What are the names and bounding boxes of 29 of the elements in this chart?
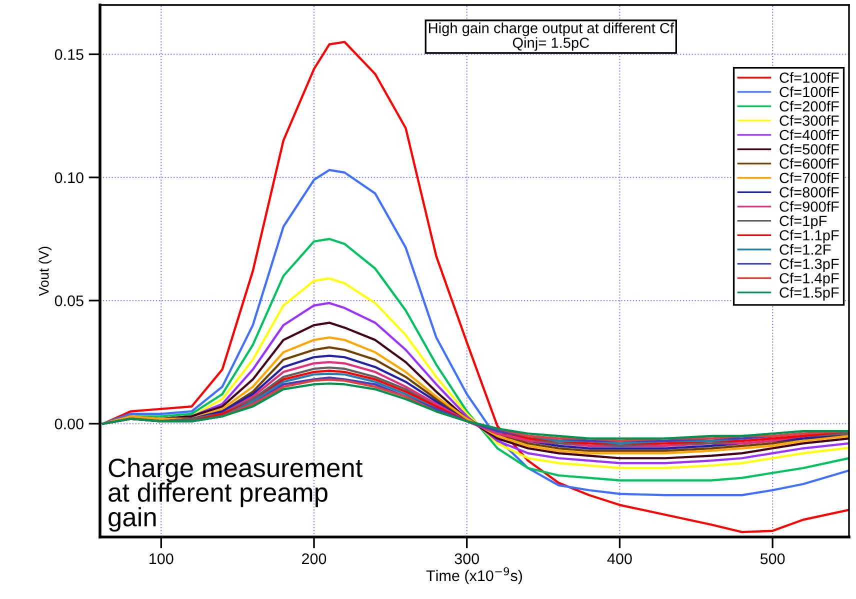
legend-label: Cf=900fF — [780, 201, 839, 212]
legend-label: Cf=600fF — [780, 158, 839, 169]
y-tick-label: 0.10 — [54, 172, 84, 184]
x-tick-label: 500 — [760, 553, 785, 564]
legend-label: Cf=1.5pF — [780, 287, 839, 301]
legend-label: Cf=1.1pF — [780, 230, 839, 244]
legend-label: Cf=100fF — [780, 86, 839, 98]
text: High gain charge output at different Cf Qinj= 1.5pC — [429, 22, 674, 51]
legend-label: Cf=300fF — [780, 115, 839, 126]
x-axis-title: Time (x10$^{−9}$s) — [426, 567, 522, 584]
x-tick-label: 400 — [607, 553, 632, 564]
y-axis-title: Vout (V) — [38, 246, 52, 296]
annotation: Charge measurement at different preamp gain — [108, 458, 363, 532]
y-tick-label: 0.15 — [54, 49, 84, 60]
y-tick-label: 0.00 — [54, 418, 84, 430]
x-tick-label: 300 — [454, 553, 480, 564]
y-tick-label: 0.05 — [54, 295, 84, 306]
legend-label: Cf=500fF — [780, 144, 839, 154]
legend-label: Cf=800fF — [780, 186, 839, 198]
x-tick-label: 200 — [302, 553, 326, 564]
legend-label: Cf=100fF — [780, 72, 839, 83]
legend-label: Cf=1.2F — [780, 244, 831, 255]
legend-label: Cf=700fF — [780, 172, 839, 184]
legend-label: Cf=1pF — [780, 215, 827, 229]
legend-label: Cf=1.3pF — [780, 258, 839, 272]
legend-label: Cf=400fF — [780, 129, 839, 140]
legend-label: Cf=1.4pF — [780, 272, 839, 286]
x-tick-label: 100 — [150, 553, 174, 564]
legend-label: Cf=200fF — [780, 100, 839, 112]
